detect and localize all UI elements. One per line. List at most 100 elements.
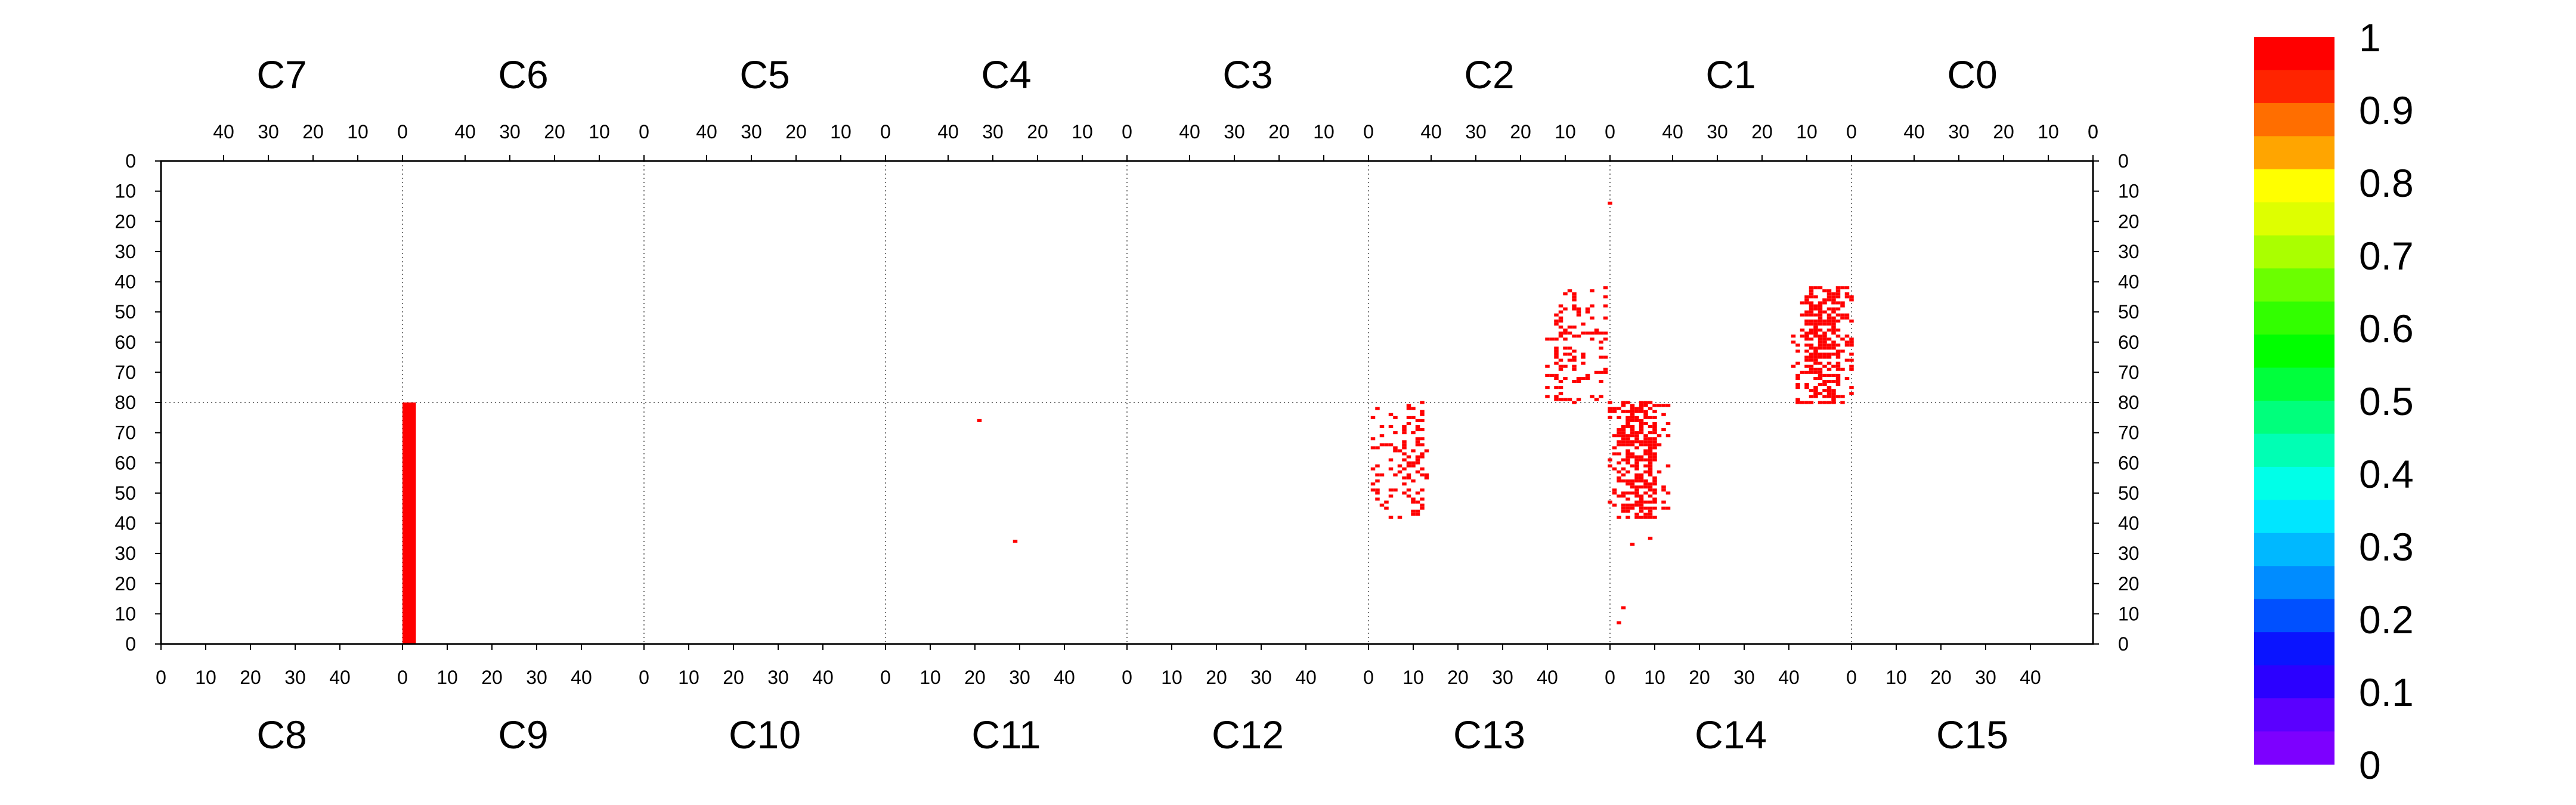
hit-cell — [1617, 461, 1621, 465]
bottom-tick-label: 0 — [880, 667, 891, 688]
hit-cell — [1661, 428, 1666, 432]
hit-cell — [1643, 401, 1648, 404]
colorbar-tick-label: 0.3 — [2359, 525, 2414, 569]
hit-cell — [1652, 410, 1657, 413]
hit-cell — [1621, 494, 1626, 498]
hit-cell — [1630, 455, 1635, 459]
hit-cell — [1581, 332, 1586, 335]
hit-cell — [1415, 437, 1420, 441]
bottom-tick-label: 30 — [1975, 667, 1996, 688]
hit-cell — [1795, 376, 1800, 380]
hit-cell — [1406, 404, 1411, 407]
hit-cell — [1831, 301, 1836, 305]
hit-cell — [1809, 322, 1814, 326]
right-tick-label: 50 — [2118, 482, 2140, 504]
hit-cell — [1375, 407, 1380, 410]
bottom-tick-label: 0 — [1846, 667, 1857, 688]
hit-cell — [1643, 410, 1648, 413]
colorbar-tick-label: 0 — [2359, 743, 2381, 787]
hit-cell — [1411, 431, 1416, 435]
hit-cell — [1558, 386, 1563, 389]
hit-cell — [1795, 361, 1800, 365]
hit-cell — [1630, 506, 1635, 510]
hit-cell — [1558, 310, 1563, 314]
hit-cell — [1554, 346, 1559, 350]
hit-cell — [1844, 340, 1850, 344]
hit-cell — [1406, 464, 1411, 467]
hit-cell — [1603, 367, 1608, 371]
hit-cell — [1420, 455, 1425, 459]
hit-cell — [1634, 464, 1639, 467]
hit-cell — [1639, 407, 1644, 410]
hit-cell — [1630, 440, 1635, 444]
top-tick-label: 20 — [1751, 121, 1773, 143]
colorbar-tick-label: 0.5 — [2359, 379, 2414, 423]
hit-cell — [1384, 500, 1389, 504]
hit-cell — [1835, 286, 1841, 290]
hit-cell — [1621, 434, 1626, 438]
hit-cell — [1648, 401, 1653, 404]
hit-cell — [1420, 401, 1425, 404]
hit-cell — [1384, 443, 1389, 447]
hit-cell — [1835, 313, 1841, 317]
hit-cell — [1826, 355, 1832, 359]
hit-cell — [1657, 470, 1662, 473]
bottom-tick-label: 40 — [1295, 667, 1317, 688]
hit-cell — [1626, 509, 1630, 513]
hit-cell — [1558, 398, 1563, 401]
hit-cell — [1576, 310, 1581, 314]
hit-cell — [1822, 338, 1827, 341]
hit-cell — [1411, 509, 1416, 513]
hit-cell — [1626, 449, 1630, 453]
hit-cell — [1626, 437, 1630, 441]
hit-cell — [1617, 470, 1621, 473]
hit-cell — [1835, 395, 1841, 398]
hit-cell — [1804, 322, 1809, 326]
hit-cell — [1643, 512, 1648, 516]
channel-label-c6: C6 — [498, 52, 548, 97]
hit-cell — [1844, 292, 1850, 296]
hit-cell — [1634, 407, 1639, 410]
hit-cell — [1558, 335, 1563, 338]
hit-cell — [1831, 307, 1836, 311]
hit-cell — [1648, 461, 1653, 465]
top-tick-label: 30 — [1465, 121, 1487, 143]
hit-cell — [1621, 428, 1626, 432]
colorbar-segment — [2254, 532, 2334, 566]
hit-cell — [1630, 413, 1635, 416]
hit-cell — [1397, 464, 1402, 467]
hit-cell — [1804, 298, 1809, 302]
hit-cell — [1826, 352, 1832, 356]
right-tick-label: 70 — [2118, 422, 2140, 444]
hit-cell — [1420, 473, 1425, 477]
top-tick-label: 30 — [258, 121, 279, 143]
hit-cell — [1590, 338, 1594, 341]
top-tick-label: 20 — [785, 121, 807, 143]
hit-cell — [1411, 497, 1416, 501]
hit-cell — [1652, 416, 1657, 419]
hit-cell — [1652, 476, 1657, 480]
hit-cell — [1831, 395, 1836, 398]
hit-cell — [1621, 479, 1626, 483]
hit-cell — [1643, 416, 1648, 419]
hit-cell — [1809, 310, 1814, 314]
hit-cell — [1643, 470, 1648, 473]
hit-cell — [1826, 295, 1832, 299]
hit-cell — [1849, 340, 1854, 344]
left-tick-label: 60 — [114, 332, 136, 353]
hit-cell — [1411, 461, 1416, 465]
hit-cell — [1831, 373, 1836, 377]
hit-cell — [1554, 338, 1559, 341]
hit-cell — [1639, 431, 1644, 435]
hit-cell — [1822, 346, 1827, 350]
hit-cell — [1013, 540, 1018, 543]
hit-cell — [1424, 473, 1429, 477]
hit-cell — [1822, 301, 1827, 305]
hit-cell — [1639, 440, 1644, 444]
bottom-tick-label: 0 — [639, 667, 649, 688]
hit-cell — [1813, 395, 1818, 398]
hit-cell — [1831, 364, 1836, 368]
hit-cell — [1393, 431, 1398, 435]
hit-cell — [1844, 343, 1850, 347]
hit-cell — [1639, 494, 1644, 498]
